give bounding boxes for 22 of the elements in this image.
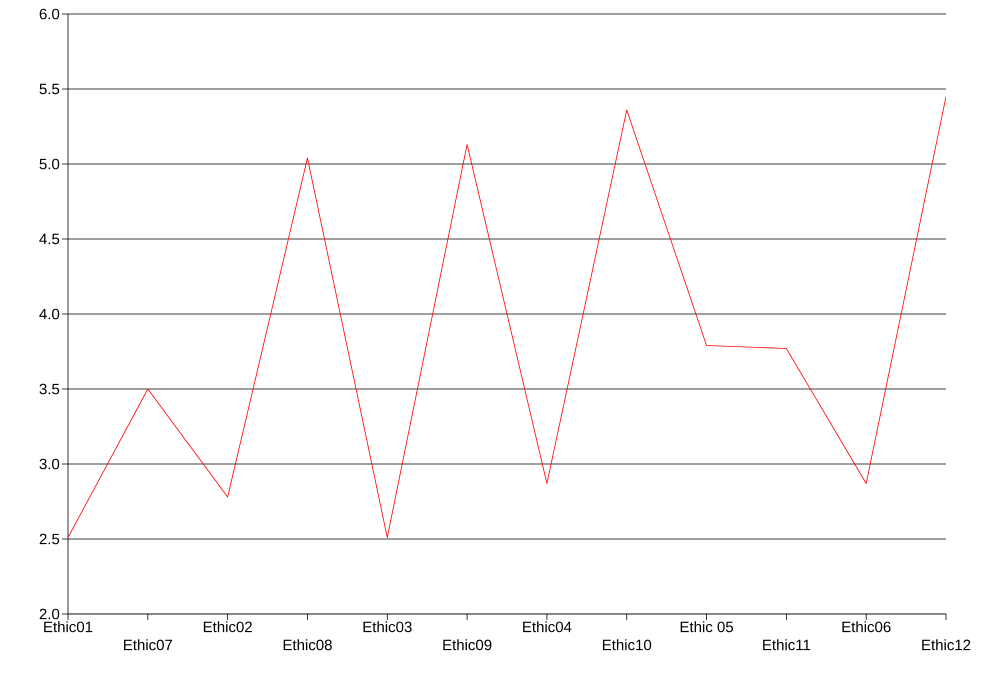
y-tick-label: 3.5 (40, 384, 60, 394)
x-tick-label: Ethic09 (443, 639, 492, 650)
y-tick-label: 2.5 (40, 534, 60, 544)
line-series (68, 96, 946, 538)
y-tick-label: 6.0 (40, 8, 60, 20)
x-tick-label: Ethic07 (124, 639, 172, 650)
x-tick-label: Ethic04 (523, 621, 572, 632)
x-tick-label: Ethic12 (922, 639, 970, 650)
y-tick-label: 3.0 (40, 458, 60, 470)
y-tick-label: 5.0 (40, 158, 60, 170)
x-tick-label: Ethic01 (44, 621, 92, 632)
x-tick-label: Ethic02 (204, 621, 252, 632)
x-tick-label: Ethic08 (284, 639, 332, 650)
x-tick-label: Ethic03 (363, 621, 412, 632)
y-tick-label: 4.0 (39, 308, 60, 320)
y-tick-label: 4.5 (39, 234, 60, 244)
x-tick-label: Ethic11 (763, 639, 810, 650)
x-tick-label: Ethic 05 (680, 621, 734, 632)
x-tick-label: Ethic06 (842, 621, 891, 632)
y-tick-label: 2.0 (40, 608, 60, 620)
y-tick-label: 5.5 (40, 84, 60, 94)
x-tick-label: Ethic10 (602, 639, 652, 650)
